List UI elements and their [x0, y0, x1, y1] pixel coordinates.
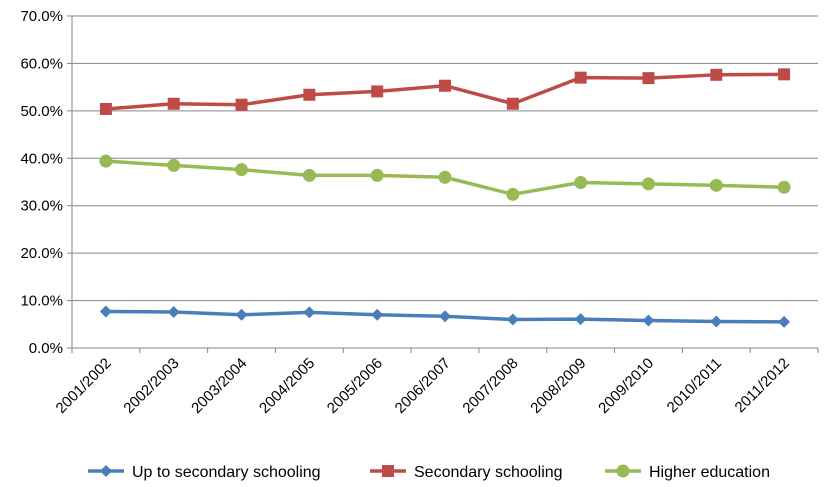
- data-point: [506, 313, 519, 326]
- data-point: [438, 170, 452, 184]
- data-point: [439, 79, 451, 92]
- x-tick-label: 2004/2005: [256, 355, 318, 417]
- data-point: [778, 68, 791, 81]
- data-point: [303, 88, 316, 101]
- data-point: [99, 154, 113, 168]
- x-tick-label: 2001/2002: [53, 355, 115, 417]
- data-point: [642, 314, 655, 327]
- data-point: [506, 97, 519, 110]
- y-tick-label: 0.0%: [29, 340, 63, 357]
- data-point: [778, 315, 791, 328]
- gridlines: [72, 15, 818, 302]
- data-point: [302, 168, 316, 182]
- y-tick-label: 20.0%: [20, 245, 63, 262]
- data-point: [574, 175, 588, 189]
- legend-entry: Up to secondary schooling: [88, 464, 321, 481]
- x-tick-label: 2007/2008: [459, 355, 521, 417]
- data-point: [99, 305, 112, 318]
- legend-entry: Higher education: [605, 464, 770, 481]
- data-point: [370, 168, 384, 182]
- data-point: [167, 305, 180, 318]
- data-point: [439, 310, 451, 323]
- data-point: [167, 158, 181, 172]
- series-0: [99, 305, 791, 328]
- data-point: [506, 187, 520, 201]
- data-point: [710, 315, 723, 328]
- legend-label: Higher education: [649, 464, 770, 481]
- data-point: [709, 178, 723, 192]
- legend-marker: [100, 465, 112, 477]
- data-point: [574, 71, 587, 84]
- y-tick-labels: 0.0% 10.0% 20.0% 30.0% 40.0% 50.0% 60.0% 70.0%: [20, 8, 63, 357]
- legend: Up to secondary schooling Secondary schoo…: [88, 464, 770, 481]
- data-point: [235, 98, 248, 111]
- y-tick-label: 30.0%: [20, 198, 63, 215]
- data-point: [167, 97, 180, 110]
- series-2: [99, 154, 791, 201]
- data-point: [99, 102, 112, 115]
- data-point: [235, 308, 248, 321]
- y-tick-label: 60.0%: [20, 55, 63, 72]
- x-tick-label: 2010/2011: [664, 355, 725, 416]
- y-tick-label: 10.0%: [20, 293, 63, 310]
- legend-label: Secondary schooling: [414, 464, 563, 481]
- x-tick-label: 2002/2003: [120, 355, 182, 417]
- x-tick-label: 2011/2012: [732, 355, 793, 416]
- legend-marker: [616, 464, 630, 478]
- y-tick-label: 70.0%: [20, 8, 63, 25]
- y-tick-label: 40.0%: [20, 150, 63, 167]
- series-1: [99, 68, 791, 115]
- data-point: [235, 163, 249, 177]
- data-point: [371, 85, 384, 98]
- x-tick-label: 2006/2007: [392, 355, 454, 417]
- legend-label: Up to secondary schooling: [132, 464, 321, 481]
- x-tick-label: 2009/2010: [595, 355, 657, 417]
- data-point: [371, 308, 384, 321]
- data-point: [777, 180, 791, 194]
- legend-entry: Secondary schooling: [370, 464, 563, 481]
- data-point: [303, 306, 316, 319]
- axes: [67, 15, 819, 353]
- x-tick-label: 2005/2006: [324, 355, 386, 417]
- data-point: [574, 313, 587, 326]
- x-tick-label: 2003/2004: [188, 355, 250, 417]
- data-point: [710, 68, 723, 81]
- y-tick-label: 50.0%: [20, 103, 63, 120]
- series-group: [99, 68, 791, 328]
- legend-marker: [382, 465, 394, 477]
- data-point: [641, 177, 655, 191]
- x-tick-labels: 2001/2002 2002/2003 2003/2004 2004/2005 2005…: [53, 355, 793, 417]
- x-tick-label: 2008/2009: [527, 355, 589, 417]
- data-point: [642, 72, 655, 85]
